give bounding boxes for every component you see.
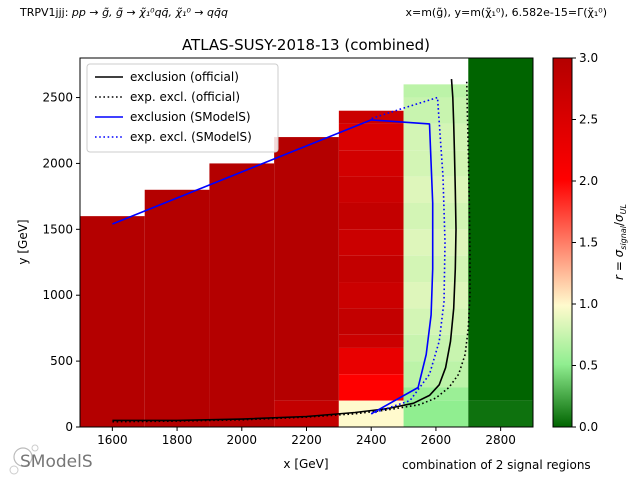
heatmap-cell	[338, 176, 404, 203]
heatmap-cell	[403, 84, 469, 98]
y-tick-label: 1500	[42, 222, 73, 236]
heatmap-cell	[338, 282, 404, 309]
smodels-logo: SModelS	[9, 444, 93, 475]
exclusion-curves	[112, 79, 471, 423]
series-line-exp-excl-smodels	[370, 96, 446, 415]
legend-label: exclusion (official)	[130, 70, 239, 84]
x-tick-label: 2400	[356, 433, 387, 447]
signal-regions-note: combination of 2 signal regions	[402, 458, 591, 472]
y-tick-label: 0	[65, 420, 73, 434]
heatmap-cell	[338, 308, 404, 335]
heatmap-cell	[338, 229, 404, 256]
colorbar-tick-label: 1.0	[579, 297, 598, 311]
x-tick-label: 1600	[97, 433, 128, 447]
heatmap-cell	[403, 97, 469, 124]
topology-label: TRPV1jjj: pp → g̃, g̃ → χ̃₁⁰qq̄, χ̃₁⁰ → …	[19, 6, 228, 19]
heatmap-cell	[338, 374, 404, 401]
heatmap-cell	[468, 58, 533, 401]
topology-prefix: TRPV1jjj:	[19, 6, 72, 19]
heatmap-cell	[403, 202, 469, 230]
axes-definition: x=m(g̃), y=m(χ̃₁⁰), 6.582e-15=Γ(χ̃₁⁰)	[405, 6, 607, 19]
heatmap-cell	[338, 202, 404, 230]
heatmap-cell	[403, 176, 469, 203]
heatmap-cell	[403, 123, 469, 151]
y-axis-label: y [GeV]	[16, 219, 30, 264]
heatmap-cell	[80, 216, 145, 427]
heatmap-cell	[403, 400, 469, 427]
heatmap-cell	[338, 255, 404, 283]
colorbar-tick-label: 2.5	[579, 113, 598, 127]
colorbar-tick-label: 0.0	[579, 420, 598, 434]
legend-box	[86, 63, 279, 153]
colorbar-tick-label: 1.5	[579, 236, 598, 250]
heatmap-cell	[209, 163, 275, 427]
legend-label: exclusion (SModelS)	[130, 110, 251, 124]
heatmap-cell	[403, 282, 469, 309]
series-line-exclusion-smodels	[112, 119, 434, 415]
legend-label: exp. excl. (SModelS)	[130, 130, 252, 144]
heatmap-cell	[403, 334, 469, 362]
x-tick-label: 1800	[162, 433, 193, 447]
y-tick-label: 500	[50, 354, 73, 368]
colorbar-tick-label: 0.5	[579, 359, 598, 373]
y-tick-label: 2500	[42, 91, 73, 105]
heatmap-cell	[403, 361, 469, 388]
y-axis-ticks: 0 500 1000 1500 2000 2500	[42, 91, 80, 434]
x-tick-label: 2800	[485, 433, 516, 447]
colorbar-tick-label: 3.0	[579, 51, 598, 65]
y-tick-label: 1000	[42, 288, 73, 302]
heatmap-cells	[80, 58, 533, 427]
colorbar-ticks: 0.0 0.5 1.0 1.5 2.0 2.5 3.0	[572, 51, 598, 434]
heatmap-cell	[403, 229, 469, 256]
heatmap-cell	[338, 334, 404, 348]
x-tick-label: 2200	[291, 433, 322, 447]
y-tick-label: 2000	[42, 156, 73, 170]
topology-process: pp → g̃, g̃ → χ̃₁⁰qq̄, χ̃₁⁰ → qq̄q	[71, 6, 228, 19]
heatmap-cell	[338, 123, 404, 151]
colorbar-tick-label: 2.0	[579, 174, 598, 188]
smodels-logo-text: SModelS	[20, 452, 93, 472]
heatmap-cell	[338, 347, 404, 375]
heatmap-cell	[274, 400, 339, 427]
heatmap-cell	[403, 387, 469, 401]
chart-title: ATLAS-SUSY-2018-13 (combined)	[182, 36, 430, 54]
heatmap-cell	[403, 150, 469, 177]
x-axis-label: x [GeV]	[283, 457, 328, 471]
x-tick-label: 2000	[227, 433, 258, 447]
heatmap-cell	[403, 255, 469, 283]
heatmap-cell	[144, 189, 210, 427]
x-tick-label: 2600	[421, 433, 452, 447]
x-axis-ticks: 1600 1800 2000 2200 2400 2600 2800	[97, 427, 516, 447]
legend: exclusion (official) exp. excl. (official…	[86, 63, 279, 153]
heatmap-cell	[468, 400, 533, 427]
heatmap-cell	[274, 137, 339, 401]
colorbar	[552, 57, 573, 428]
legend-label: exp. excl. (official)	[130, 90, 240, 104]
heatmap-cell	[338, 150, 404, 177]
colorbar-label: r = σsignal/σUL	[612, 204, 628, 280]
heatmap-cell	[403, 308, 469, 335]
